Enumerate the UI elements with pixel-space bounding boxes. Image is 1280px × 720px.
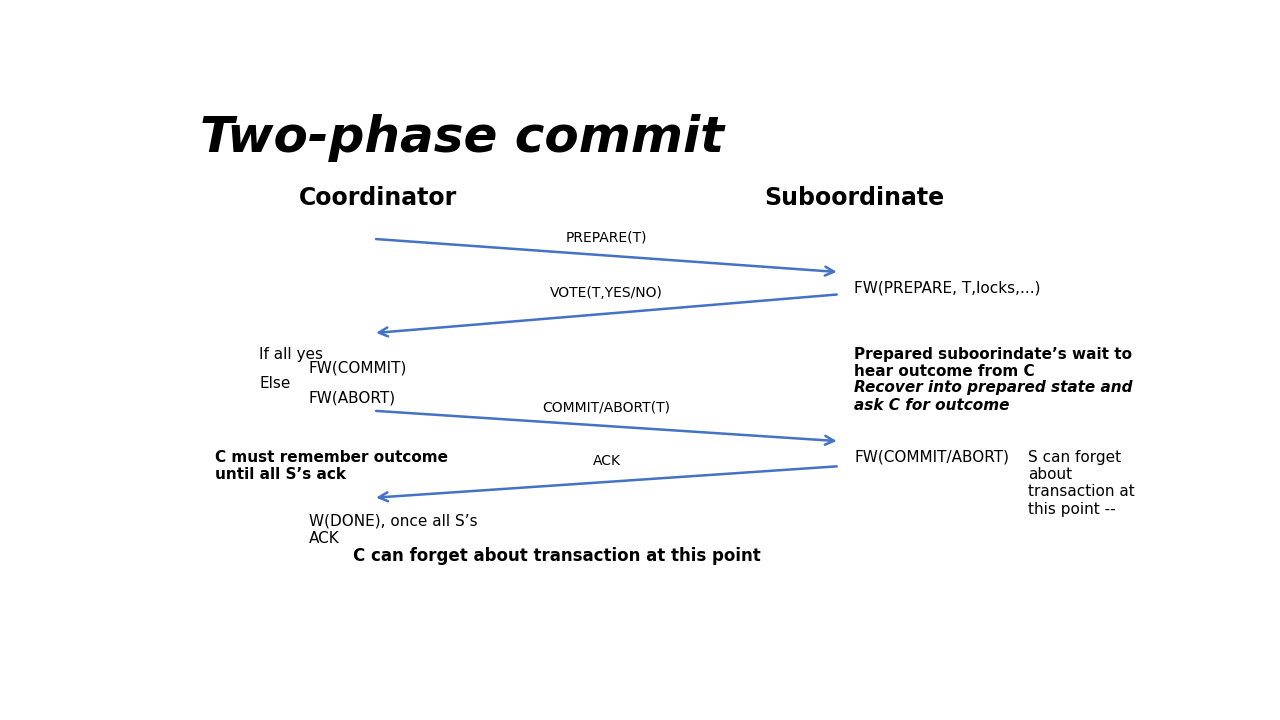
Text: If all yes: If all yes <box>259 347 323 362</box>
Text: Recover into prepared state and
ask C for outcome: Recover into prepared state and ask C fo… <box>855 380 1133 413</box>
Text: Suboordinate: Suboordinate <box>764 186 945 210</box>
Text: Two-phase commit: Two-phase commit <box>200 114 723 162</box>
Text: C must remember outcome
until all S’s ack: C must remember outcome until all S’s ac… <box>215 449 448 482</box>
Text: FW(COMMIT): FW(COMMIT) <box>308 361 407 376</box>
Text: C can forget about transaction at this point: C can forget about transaction at this p… <box>353 546 762 564</box>
Text: ACK: ACK <box>593 454 621 468</box>
Text: W(DONE), once all S’s
ACK: W(DONE), once all S’s ACK <box>308 513 477 546</box>
Text: Prepared suboorindate’s wait to
hear outcome from C: Prepared suboorindate’s wait to hear out… <box>855 347 1133 379</box>
Text: S can forget
about
transaction at
this point --: S can forget about transaction at this p… <box>1028 449 1135 517</box>
Text: COMMIT/ABORT(T): COMMIT/ABORT(T) <box>543 400 671 415</box>
Text: VOTE(T,YES/NO): VOTE(T,YES/NO) <box>550 286 663 300</box>
Text: FW(COMMIT/ABORT): FW(COMMIT/ABORT) <box>855 449 1010 464</box>
Text: FW(ABORT): FW(ABORT) <box>308 390 396 405</box>
Text: PREPARE(T): PREPARE(T) <box>566 230 648 244</box>
Text: Coordinator: Coordinator <box>300 186 457 210</box>
Text: FW(PREPARE, T,locks,...): FW(PREPARE, T,locks,...) <box>855 280 1041 295</box>
Text: Else: Else <box>259 377 291 392</box>
